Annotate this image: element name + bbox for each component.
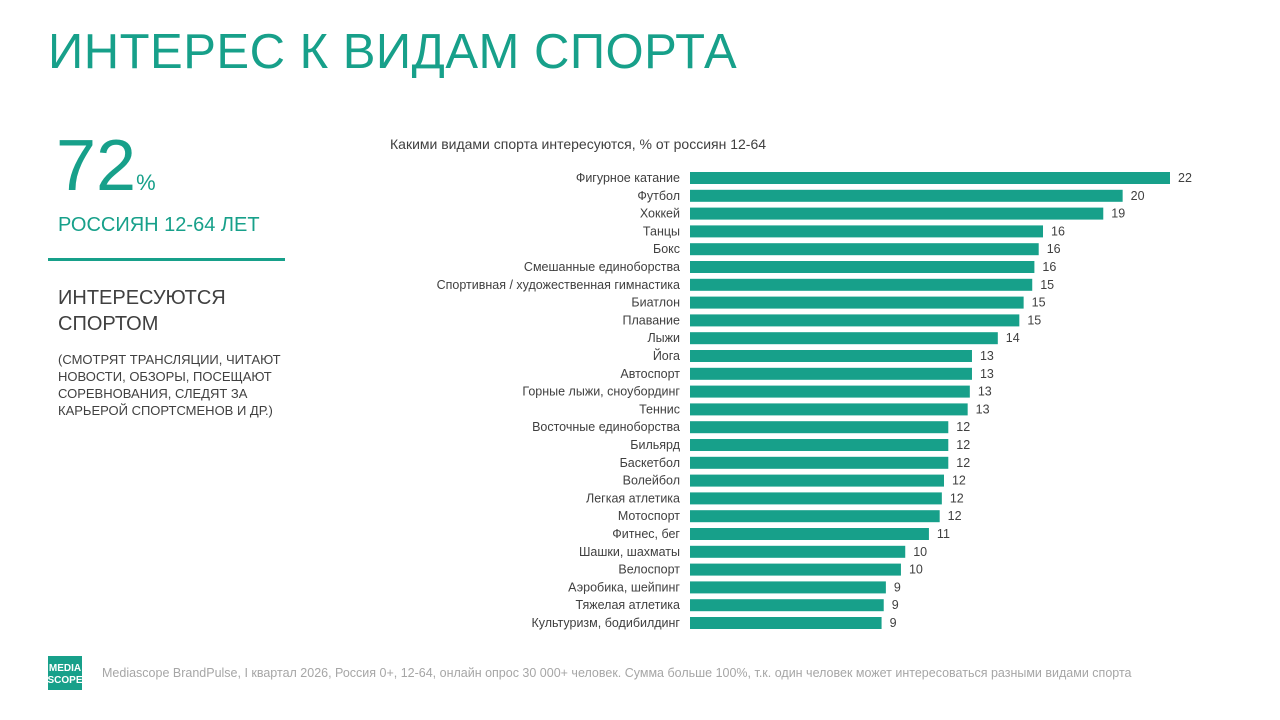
data-label: 12 [950, 491, 964, 505]
data-label: 15 [1040, 278, 1054, 292]
category-label: Йога [653, 348, 680, 363]
bar [690, 314, 1020, 327]
category-label: Мотоспорт [618, 509, 680, 523]
category-label: Теннис [639, 402, 680, 416]
bar [690, 421, 949, 434]
bar [690, 207, 1104, 220]
data-label: 15 [1027, 313, 1041, 327]
big-stat-value: 72 [56, 126, 137, 206]
bar [690, 189, 1123, 202]
category-label: Легкая атлетика [586, 491, 680, 505]
data-label: 13 [980, 367, 994, 381]
data-label: 10 [909, 563, 923, 577]
bar [690, 385, 970, 398]
bar [690, 225, 1044, 238]
category-label: Биатлон [631, 296, 680, 310]
chart-title: Какими видами спорта интересуются, % от … [390, 136, 767, 152]
divider [48, 258, 285, 261]
category-label: Футбол [637, 189, 680, 203]
category-label: Танцы [643, 224, 680, 238]
category-label: Культуризм, бодибилдинг [531, 616, 680, 630]
category-label: Автоспорт [620, 367, 680, 381]
category-label: Фигурное катание [576, 171, 680, 185]
data-label: 12 [948, 509, 962, 523]
data-label: 9 [892, 598, 899, 612]
bar [690, 439, 949, 451]
page-title: ИНТЕРЕС К ВИДАМ СПОРТА [48, 25, 738, 79]
bar [690, 545, 906, 558]
category-label: Спортивная / художественная гимнастика [437, 278, 680, 292]
category-label: Шашки, шахматы [579, 545, 680, 559]
subhead: ИНТЕРЕСУЮТСЯ СПОРТОМ [58, 287, 226, 335]
data-label: 12 [952, 474, 966, 488]
svg-text:SCOPE: SCOPE [48, 675, 82, 686]
bar [690, 528, 929, 540]
data-label: 20 [1131, 189, 1145, 203]
data-label: 12 [956, 438, 970, 452]
mediascope-logo: MEDIA SCOPE [48, 656, 82, 690]
big-stat-unit: % [136, 170, 156, 195]
bar [690, 599, 884, 612]
bar [690, 456, 949, 469]
category-label: Аэробика, шейпинг [568, 580, 680, 594]
bar [690, 278, 1033, 291]
data-label: 16 [1042, 260, 1056, 274]
category-label: Баскетбол [620, 456, 680, 470]
bar [690, 296, 1024, 309]
bar [690, 332, 998, 345]
bar [690, 243, 1039, 256]
category-label: Горные лыжи, сноубординг [522, 385, 680, 399]
footer-source: Mediascope BrandPulse, I квартал 2026, Р… [102, 666, 1132, 680]
bar [690, 367, 972, 380]
data-label: 15 [1032, 296, 1046, 310]
svg-text:MEDIA: MEDIA [49, 663, 81, 674]
data-label: 19 [1111, 207, 1125, 221]
data-label: 12 [956, 420, 970, 434]
data-label: 13 [980, 349, 994, 363]
data-label: 16 [1051, 224, 1065, 238]
bar [690, 261, 1035, 273]
note: (СМОТРЯТ ТРАНСЛЯЦИИ, ЧИТАЮТ НОВОСТИ, ОБЗ… [58, 352, 281, 418]
data-label: 10 [913, 545, 927, 559]
bar [690, 617, 882, 629]
bar [690, 474, 944, 487]
category-label: Бильярд [630, 438, 680, 452]
bar [690, 563, 901, 576]
category-label: Плавание [622, 313, 680, 327]
data-label: 22 [1178, 171, 1192, 185]
data-label: 13 [976, 402, 990, 416]
category-label: Хоккей [640, 207, 680, 221]
category-label: Волейбол [623, 474, 680, 488]
data-label: 11 [937, 527, 950, 541]
data-label: 13 [978, 385, 992, 399]
category-label: Восточные единоборства [532, 420, 680, 434]
category-label: Смешанные единоборства [524, 260, 680, 274]
data-label: 14 [1006, 331, 1020, 345]
category-label: Фитнес, бег [612, 527, 680, 541]
bar [690, 510, 940, 523]
bar [690, 492, 942, 505]
category-label: Бокс [653, 242, 680, 256]
bar-chart: Фигурное катание 22 Футбол 20 Хоккей 19 Танцы 1… [437, 171, 1192, 630]
bar [690, 403, 968, 416]
category-label: Велоспорт [618, 563, 680, 577]
bar [690, 172, 1170, 184]
data-label: 9 [894, 580, 901, 594]
bar [690, 350, 972, 362]
data-label: 9 [890, 616, 897, 630]
data-label: 12 [956, 456, 970, 470]
category-label: Тяжелая атлетика [576, 598, 680, 612]
category-label: Лыжи [647, 331, 680, 345]
big-stat: 72% [56, 130, 156, 202]
data-label: 16 [1047, 242, 1061, 256]
bar [690, 581, 886, 594]
stat-label: РОССИЯН 12-64 ЛЕТ [58, 214, 260, 236]
